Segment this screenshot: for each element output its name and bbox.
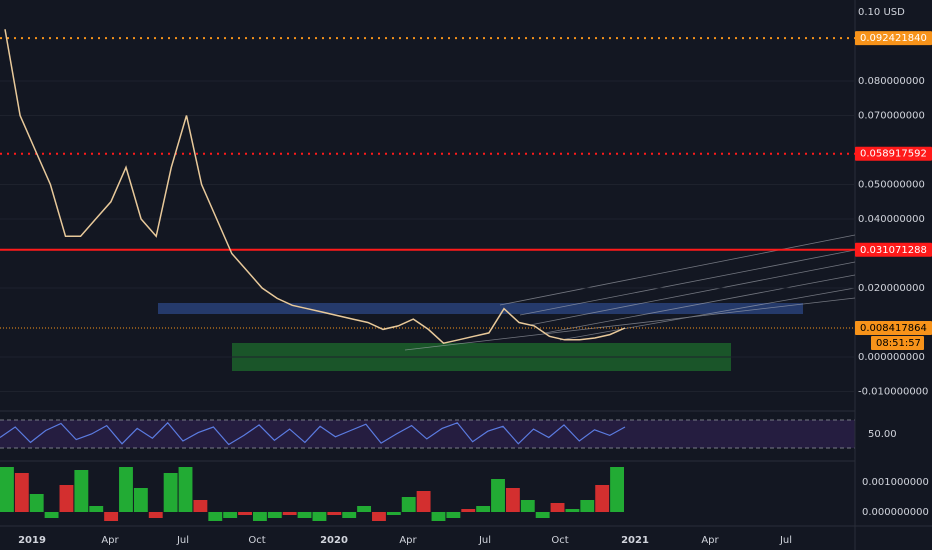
histogram-bar (401, 497, 416, 512)
time-label: Oct (248, 535, 265, 546)
histogram-bar (431, 512, 446, 521)
histogram-bar (595, 485, 610, 512)
level-label-bg (855, 320, 932, 335)
histogram-bar (178, 467, 193, 512)
histogram-bar (327, 512, 342, 515)
time-label: Apr (399, 535, 417, 546)
time-label: Jul (176, 535, 189, 546)
level-label: 0.031071288 (860, 245, 927, 256)
rsi-label: 50.00 (868, 429, 897, 440)
histogram-bar (148, 512, 163, 518)
histogram-bar (520, 500, 535, 512)
price-tick-label: 0.020000000 (858, 283, 925, 294)
histogram-bar (14, 473, 29, 512)
histogram-bar (252, 512, 267, 521)
histogram-bar (386, 512, 401, 515)
histogram-bar (133, 488, 148, 512)
level-label-bg (855, 146, 932, 161)
histogram-tick-label: 0.000000000 (862, 507, 929, 518)
histogram-bar (505, 488, 520, 512)
histogram-bar (476, 506, 491, 512)
histogram-bar (163, 473, 178, 512)
price-tick-label: 0.000000000 (858, 352, 925, 363)
histogram-bar (282, 512, 297, 515)
price-line (4, 29, 626, 345)
pitchfork (404, 234, 856, 351)
time-label: Apr (101, 535, 119, 546)
time-label: Jul (478, 535, 491, 546)
histogram-bar (89, 506, 104, 512)
time-label: Jul (779, 535, 792, 546)
level-label-bg (855, 242, 932, 257)
rsi-band (0, 420, 855, 448)
resistance-zone (158, 303, 803, 314)
time-label: Apr (701, 535, 719, 546)
histogram-bar (580, 500, 595, 512)
histogram-bar (357, 506, 372, 512)
countdown-bg (871, 335, 924, 350)
price-axis-top: 0.10 USD (858, 7, 905, 18)
time-label: 2019 (18, 535, 46, 546)
histogram-bar (312, 512, 327, 521)
histogram-bar (44, 512, 59, 518)
histogram-bar (416, 491, 431, 512)
histogram-bar (0, 467, 14, 512)
histogram-tick-label: 0.001000000 (862, 477, 929, 488)
price-tick-label: -0.010000000 (858, 387, 928, 398)
histogram-bar (208, 512, 223, 521)
price-tick-label: 0.080000000 (858, 76, 925, 87)
histogram-bar (535, 512, 550, 518)
histogram-bar (610, 467, 624, 512)
price-tick-label: 0.070000000 (858, 111, 925, 122)
histogram-bar (267, 512, 282, 518)
time-label: Oct (551, 535, 568, 546)
histogram-bar (372, 512, 386, 521)
rsi-line (0, 421, 626, 446)
histogram-bar (297, 512, 312, 518)
time-label: 2021 (621, 535, 649, 546)
histogram-bar (565, 509, 580, 512)
histogram-bar (74, 470, 89, 512)
histogram-bar (238, 512, 252, 515)
histogram-bar (119, 467, 133, 512)
level-label: 0.058917592 (860, 149, 927, 160)
level-label: 0.008417864 (860, 323, 927, 334)
histogram-bar (193, 500, 208, 512)
level-label-bg (855, 31, 932, 46)
histogram-bar (104, 512, 119, 521)
histogram-bar (59, 485, 74, 512)
level-label: 0.092421840 (860, 33, 927, 44)
histogram-bar (491, 479, 505, 512)
histogram-bar (461, 509, 476, 512)
histogram-bar (29, 494, 44, 512)
histogram-bar (446, 512, 461, 518)
time-label: 2020 (320, 535, 348, 546)
price-tick-label: 0.040000000 (858, 214, 925, 225)
histogram-bar (550, 503, 565, 512)
price-tick-label: 0.050000000 (858, 180, 925, 191)
histogram-bar (342, 512, 357, 518)
histogram-bar (223, 512, 238, 518)
countdown: 08:51:57 (876, 338, 921, 349)
